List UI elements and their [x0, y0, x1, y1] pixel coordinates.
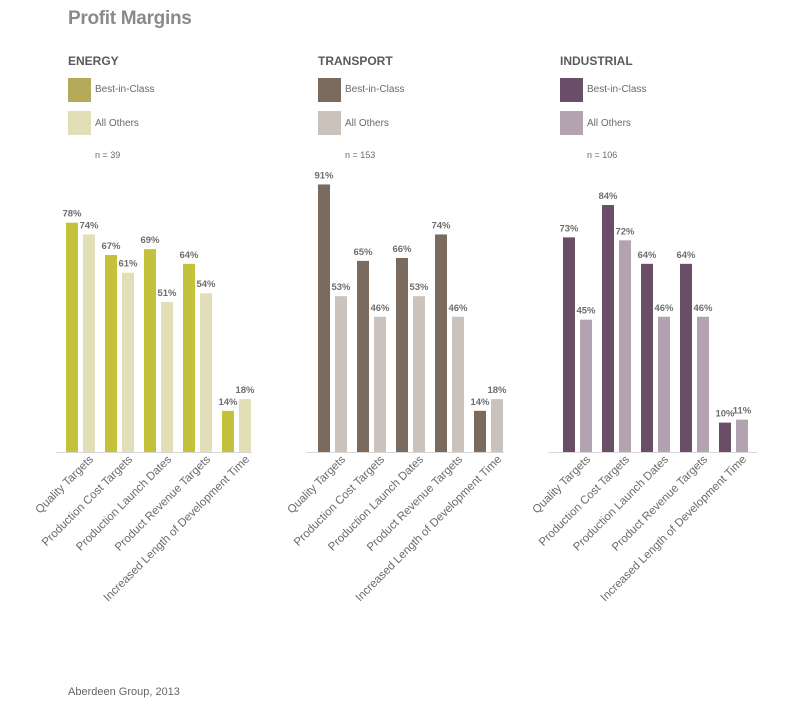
- legend-swatch-all-others: [560, 111, 583, 135]
- bar-all-others: [374, 316, 386, 452]
- bar-all-others: [736, 419, 748, 452]
- category-label: Increased Length of Development Time: [599, 454, 749, 604]
- bar-best-in-class: [105, 255, 117, 452]
- legend-swatch-best-in-class: [318, 78, 341, 102]
- data-label: 51%: [157, 288, 177, 299]
- bar-all-others: [413, 296, 425, 452]
- legend-label-all-others: All Others: [345, 118, 389, 129]
- data-label: 14%: [470, 397, 490, 408]
- bar-all-others: [200, 293, 212, 452]
- sample-size-label: n = 153: [345, 150, 375, 160]
- source-note: Aberdeen Group, 2013: [68, 686, 180, 698]
- legend-label-best-in-class: Best-in-Class: [587, 84, 646, 95]
- legend-label-all-others: All Others: [587, 118, 631, 129]
- panel-energy: ENERGY Best-in-Class All Others n = 39 78%74…: [34, 54, 256, 604]
- panel-title: INDUSTRIAL: [560, 54, 633, 68]
- legend-label-all-others: All Others: [95, 118, 139, 129]
- legend-label-best-in-class: Best-in-Class: [345, 84, 404, 95]
- bar-all-others: [697, 316, 709, 452]
- data-label: 54%: [196, 279, 216, 290]
- data-label: 46%: [654, 303, 674, 314]
- bar-best-in-class: [641, 263, 653, 452]
- data-label: 69%: [140, 235, 160, 246]
- data-label: 74%: [79, 220, 99, 231]
- bar-all-others: [619, 240, 631, 452]
- legend: Best-in-Class All Others n = 39: [68, 78, 154, 160]
- bar-best-in-class: [144, 249, 156, 452]
- data-label: 67%: [101, 241, 121, 252]
- data-label: 91%: [314, 170, 334, 181]
- bar-all-others: [491, 399, 503, 452]
- panel-industrial: INDUSTRIAL Best-in-Class All Others n = 106…: [531, 54, 757, 604]
- legend: Best-in-Class All Others n = 106: [560, 78, 646, 160]
- bar-best-in-class: [396, 257, 408, 452]
- data-label: 18%: [235, 385, 255, 396]
- bar-all-others: [122, 272, 134, 452]
- bar-all-others: [580, 319, 592, 452]
- bar-all-others: [161, 302, 173, 452]
- bar-best-in-class: [602, 205, 614, 452]
- data-label: 46%: [370, 303, 390, 314]
- category-label: Increased Length of Development Time: [102, 454, 252, 604]
- data-label: 78%: [62, 209, 82, 220]
- legend-label-best-in-class: Best-in-Class: [95, 84, 154, 95]
- bar-best-in-class: [183, 263, 195, 452]
- bar-best-in-class: [563, 237, 575, 452]
- data-label: 64%: [676, 250, 696, 261]
- legend: Best-in-Class All Others n = 153: [318, 78, 404, 160]
- bar-best-in-class: [357, 260, 369, 452]
- page-title: Profit Margins: [68, 8, 192, 29]
- data-label: 11%: [733, 406, 752, 417]
- legend-swatch-all-others: [318, 111, 341, 135]
- data-label: 74%: [431, 220, 451, 231]
- category-label: Increased Length of Development Time: [354, 454, 504, 604]
- legend-swatch-best-in-class: [560, 78, 583, 102]
- data-label: 64%: [637, 250, 657, 261]
- bar-all-others: [452, 316, 464, 452]
- data-label: 46%: [693, 303, 713, 314]
- data-label: 66%: [392, 244, 412, 255]
- legend-swatch-all-others: [68, 111, 91, 135]
- panel-title: ENERGY: [68, 54, 119, 68]
- bar-best-in-class: [222, 410, 234, 452]
- data-label: 73%: [559, 223, 579, 234]
- legend-swatch-best-in-class: [68, 78, 91, 102]
- sample-size-label: n = 39: [95, 150, 120, 160]
- bar-all-others: [658, 316, 670, 452]
- bar-best-in-class: [66, 222, 78, 452]
- sample-size-label: n = 106: [587, 150, 617, 160]
- bar-all-others: [335, 296, 347, 452]
- bar-best-in-class: [435, 234, 447, 452]
- data-label: 84%: [598, 191, 618, 202]
- bar-all-others: [239, 399, 251, 452]
- panel-title: TRANSPORT: [318, 54, 393, 68]
- panel-transport: TRANSPORT Best-in-Class All Others n = 153 9…: [286, 54, 508, 604]
- data-label: 18%: [487, 385, 507, 396]
- data-label: 14%: [218, 397, 238, 408]
- data-label: 64%: [179, 250, 199, 261]
- data-label: 72%: [615, 226, 635, 237]
- data-label: 65%: [353, 247, 373, 258]
- data-label: 45%: [576, 306, 596, 317]
- data-label: 53%: [409, 282, 429, 293]
- bar-best-in-class: [719, 422, 731, 452]
- bar-best-in-class: [318, 184, 330, 452]
- bar-best-in-class: [680, 263, 692, 452]
- data-label: 61%: [118, 259, 138, 270]
- data-label: 10%: [715, 409, 735, 420]
- bar-best-in-class: [474, 410, 486, 452]
- bar-all-others: [83, 234, 95, 452]
- data-label: 53%: [331, 282, 351, 293]
- data-label: 46%: [448, 303, 468, 314]
